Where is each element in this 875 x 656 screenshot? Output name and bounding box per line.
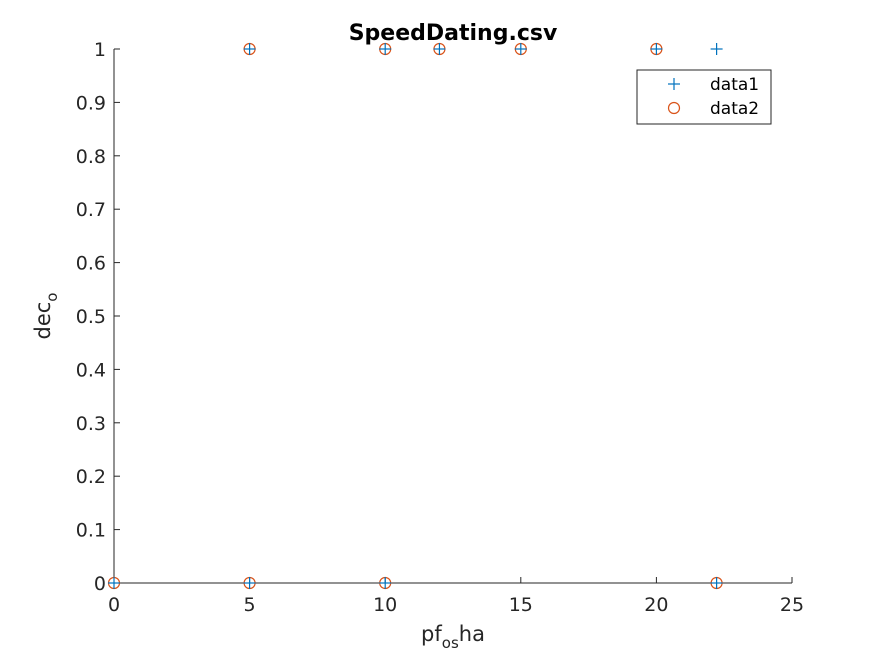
x-tick-label: 20 [644, 594, 668, 616]
y-tick-label: 0.9 [76, 92, 106, 114]
x-tick-label: 25 [780, 594, 804, 616]
y-axis-label: deco [31, 293, 61, 340]
legend-label: data1 [710, 75, 759, 95]
y-tick-label: 0 [94, 573, 106, 595]
data1-point [379, 577, 392, 589]
data1-point [243, 43, 256, 55]
legend: data1 data2 [636, 69, 772, 125]
x-tick-label: 15 [509, 594, 533, 616]
x-axis-label-subscript: os [442, 634, 459, 652]
x-tick-label: 10 [373, 594, 397, 616]
y-axis-label-base: dec [31, 302, 55, 340]
data1-point [433, 43, 446, 55]
x-tick-label: 0 [108, 594, 120, 616]
y-tick-label: 0.7 [76, 199, 106, 221]
y-tick-label: 0.3 [76, 413, 106, 435]
y-tick-label: 0.2 [76, 466, 106, 488]
y-ticks: 0 0.1 0.2 0.3 0.4 0.5 0.6 0.7 0.8 0.9 1 [76, 39, 120, 595]
legend-marker-data2 [667, 101, 681, 115]
y-axis-label-subscript: o [43, 293, 61, 302]
data-marks [107, 42, 723, 590]
legend-marker-data1 [668, 78, 680, 90]
x-ticks: 0 5 10 15 20 25 [108, 577, 804, 616]
data1-point [710, 577, 723, 589]
x-axis-label: pfosha [421, 622, 485, 652]
legend-label: data2 [710, 99, 759, 119]
y-tick-label: 0.6 [76, 253, 106, 275]
data1-point [650, 43, 663, 55]
data1-point [108, 577, 120, 589]
data1-point [243, 577, 256, 589]
y-tick-label: 0.8 [76, 146, 106, 168]
data1-point [379, 43, 392, 55]
y-tick-label: 0.4 [76, 359, 106, 381]
data1-point [710, 43, 723, 55]
y-tick-label: 1 [94, 39, 106, 61]
chart-title: SpeedDating.csv [349, 21, 558, 46]
y-tick-label: 0.1 [76, 520, 106, 542]
data1-point [514, 43, 527, 55]
legend-box [636, 69, 772, 125]
x-tick-label: 5 [244, 594, 256, 616]
x-axis-label-rest: ha [459, 622, 485, 646]
axes [113, 49, 792, 584]
y-tick-label: 0.5 [76, 306, 106, 328]
x-axis-label-base: pf [421, 622, 442, 646]
